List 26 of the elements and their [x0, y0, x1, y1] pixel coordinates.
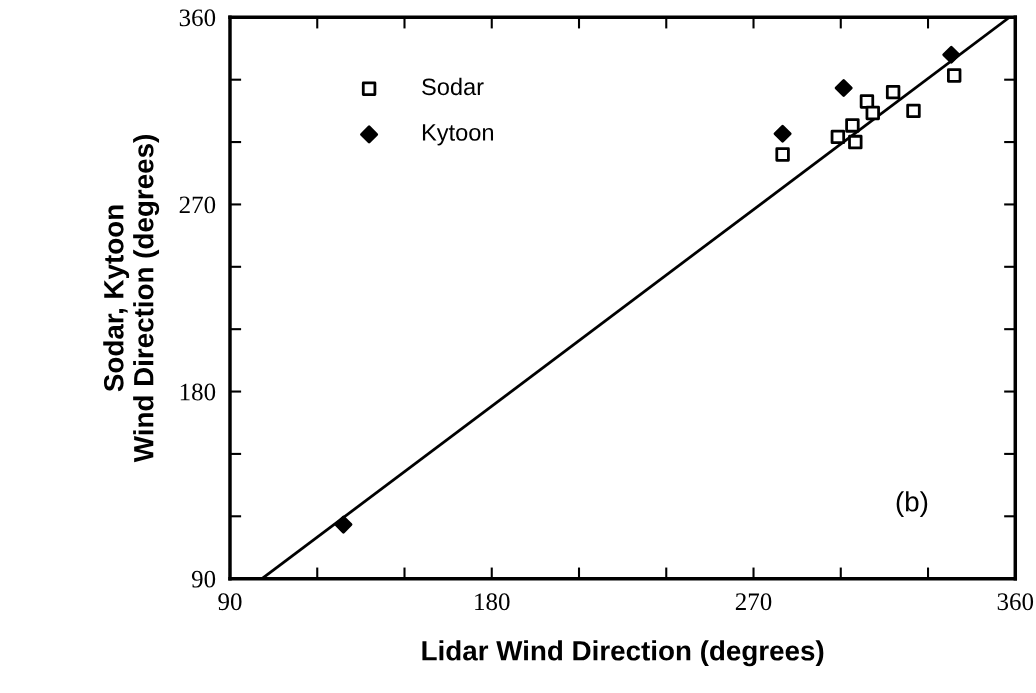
legend-label: Sodar — [422, 77, 484, 96]
point — [947, 68, 962, 83]
point — [834, 79, 853, 98]
point — [859, 94, 875, 109]
legend-label: Kytoon — [422, 124, 494, 146]
point — [848, 134, 863, 150]
y-tick-label: 360 — [179, 9, 216, 27]
annotation: (b) — [896, 491, 928, 518]
point — [773, 124, 792, 143]
point — [942, 45, 961, 64]
y-tick-label: 90 — [191, 570, 216, 588]
point — [775, 147, 790, 162]
point — [865, 105, 880, 121]
point — [830, 129, 846, 145]
y-tick-label: 180 — [180, 383, 216, 401]
x-axis-title: Lidar Wind Direction (degrees) — [422, 640, 824, 667]
point — [906, 103, 921, 119]
point — [885, 84, 901, 100]
x-tick-label: 90 — [218, 593, 242, 611]
x-tick-label: 360 — [997, 593, 1034, 611]
point — [334, 515, 353, 534]
point — [845, 118, 860, 133]
x-tick-label: 180 — [475, 593, 510, 611]
y-tick-label: 270 — [179, 196, 216, 214]
x-tick-label: 270 — [735, 593, 772, 611]
y-axis-title: Sodar, Kytoon Wind Direction (degrees) — [103, 135, 160, 463]
